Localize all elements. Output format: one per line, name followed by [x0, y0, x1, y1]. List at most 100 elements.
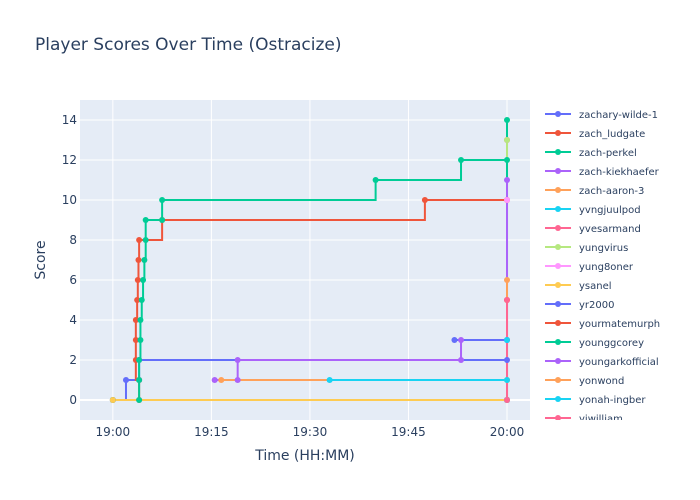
data-point[interactable] [141, 257, 148, 263]
data-point[interactable] [134, 277, 141, 283]
data-point[interactable] [326, 377, 333, 383]
legend-entry-label[interactable]: yonah-ingber [579, 395, 646, 406]
data-point[interactable] [504, 197, 511, 203]
data-point[interactable] [504, 297, 511, 303]
y-tick-label: 0 [69, 393, 77, 407]
data-point[interactable] [159, 217, 166, 223]
data-point[interactable] [504, 337, 511, 343]
legend-entry-label[interactable]: yonwond [579, 376, 624, 387]
series-line [112, 199, 508, 401]
y-tick-label: 2 [69, 353, 77, 367]
legend-swatch-marker [555, 320, 561, 326]
legend-entry-label[interactable]: yungvirus [579, 243, 628, 254]
x-tick-label: 20:00 [490, 425, 525, 439]
x-tick-label: 19:00 [96, 425, 131, 439]
data-point[interactable] [134, 297, 141, 303]
x-tick-label: 19:15 [194, 425, 229, 439]
data-point[interactable] [211, 377, 218, 383]
data-point[interactable] [504, 397, 511, 403]
data-point[interactable] [136, 397, 143, 403]
legend-swatch-marker [555, 244, 561, 250]
legend-swatch-marker [555, 168, 561, 174]
data-point[interactable] [504, 157, 511, 163]
legend-swatch-marker [555, 358, 561, 364]
legend-swatch-marker [555, 263, 561, 269]
legend-entry-label[interactable]: ysanel [579, 281, 612, 292]
legend-swatch-marker [555, 339, 561, 345]
legend-swatch-marker [555, 301, 561, 307]
y-tick-label: 12 [62, 153, 77, 167]
plot-background [80, 100, 530, 420]
legend-swatch-marker [555, 225, 561, 231]
data-point[interactable] [234, 357, 241, 363]
legend-swatch-marker [555, 396, 561, 402]
data-point[interactable] [504, 277, 511, 283]
legend-swatch-marker [555, 377, 561, 383]
data-point[interactable] [451, 337, 458, 343]
legend-swatch-marker [555, 282, 561, 288]
data-point[interactable] [109, 397, 116, 403]
marker-layer [109, 117, 511, 403]
y-tick-label: 6 [69, 273, 77, 287]
legend-entry-label[interactable]: zach-perkel [579, 148, 637, 159]
legend-swatch-marker [555, 149, 561, 155]
data-point[interactable] [137, 317, 144, 323]
x-axis-title: Time (HH:MM) [254, 448, 355, 464]
data-point[interactable] [234, 377, 241, 383]
legend-entry-label[interactable]: yung8oner [579, 262, 634, 273]
data-point[interactable] [372, 177, 379, 183]
data-point[interactable] [504, 177, 511, 183]
legend-swatch-marker [555, 111, 561, 117]
legend-entry-label[interactable]: zachary-wilde-1 [579, 110, 658, 121]
data-point[interactable] [504, 377, 511, 383]
legend-swatch-marker [555, 187, 561, 193]
legend-entry-label[interactable]: yvesarmand [579, 224, 641, 235]
legend-entry-label[interactable]: yiwilliam [579, 414, 623, 425]
series-layer [112, 120, 509, 401]
data-point[interactable] [140, 277, 147, 283]
legend-swatch-marker [555, 415, 561, 420]
data-point[interactable] [504, 117, 511, 123]
data-point[interactable] [122, 377, 129, 383]
legend[interactable]: zachary-wilde-1 zach_ludgate zach-perkel za… [545, 110, 660, 425]
data-point[interactable] [135, 257, 142, 263]
data-point[interactable] [458, 157, 465, 163]
legend-swatch-marker [555, 130, 561, 136]
x-tick-label: 19:30 [293, 425, 328, 439]
y-tick-label: 14 [62, 113, 77, 127]
legend-entry-label[interactable]: yr2000 [579, 300, 614, 311]
data-point[interactable] [136, 357, 143, 363]
legend-entry-label[interactable]: zach-kiekhaefer [579, 167, 660, 178]
data-point[interactable] [458, 357, 465, 363]
data-point[interactable] [458, 337, 465, 343]
data-point[interactable] [504, 137, 511, 143]
data-point[interactable] [132, 317, 139, 323]
data-point[interactable] [421, 197, 428, 203]
data-point[interactable] [142, 237, 149, 243]
legend-entry-label[interactable]: zach-aaron-3 [579, 186, 644, 197]
legend-entry-label[interactable]: younggcorey [579, 338, 644, 349]
data-point[interactable] [138, 297, 145, 303]
legend-entry-label[interactable]: youngarkofficial [579, 357, 659, 368]
data-point[interactable] [142, 217, 149, 223]
legend-entry-label[interactable]: yourmatemurph [579, 319, 660, 330]
data-point[interactable] [132, 337, 139, 343]
x-tick-label: 19:45 [391, 425, 426, 439]
y-tick-label: 10 [62, 193, 77, 207]
data-point[interactable] [136, 377, 143, 383]
y-tick-label: 8 [69, 233, 77, 247]
axis-layer: 0 2 4 6 8 10 12 14 19:00 19:15 19:30 19:45 20:00 [62, 113, 525, 439]
y-axis-title: Score [33, 240, 49, 279]
data-point[interactable] [136, 237, 143, 243]
y-tick-label: 4 [69, 313, 77, 327]
legend-entry-label[interactable]: yvngjuulpod [579, 205, 641, 216]
legend-entry-label[interactable]: zach_ludgate [579, 129, 645, 140]
data-point[interactable] [218, 377, 225, 383]
data-point[interactable] [137, 337, 144, 343]
data-point[interactable] [159, 197, 166, 203]
data-point[interactable] [504, 357, 511, 363]
chart-title: Player Scores Over Time (Ostracize) [35, 35, 342, 55]
legend-swatch-marker [555, 206, 561, 212]
